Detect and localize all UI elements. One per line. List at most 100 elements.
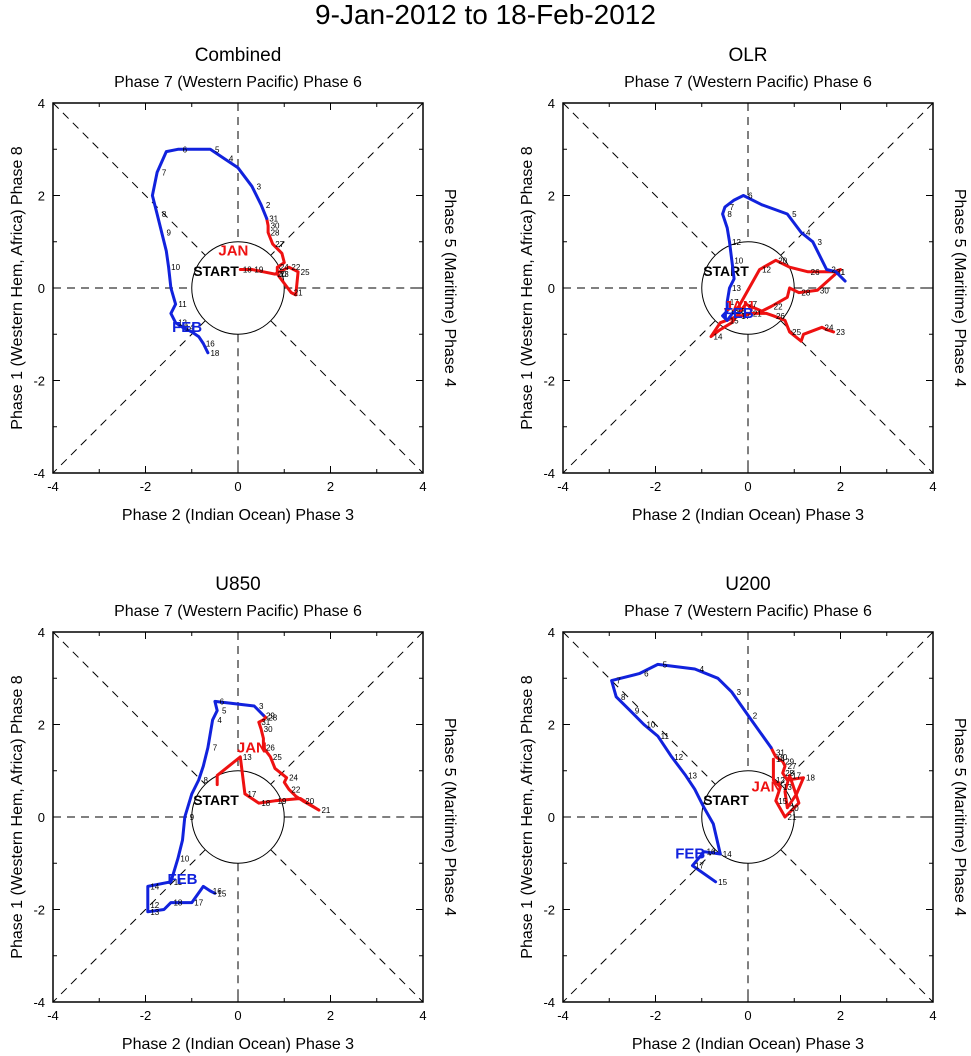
left-axis-label: Phase 1 (Western Hem, Africa) Phase 8	[519, 146, 536, 429]
day-label: 15	[217, 889, 226, 898]
day-label: 18	[243, 266, 252, 275]
month-label-jan: JAN	[751, 779, 781, 796]
start-label: START	[703, 792, 749, 808]
day-label: 29	[785, 758, 794, 767]
day-label: 20	[790, 804, 799, 813]
day-label: 17	[695, 862, 704, 871]
panel-title: U200	[725, 574, 770, 595]
day-label: 23	[280, 270, 289, 279]
chart-panel-1: Combined Phase 7 (Western Pacific) Phase …	[9, 45, 458, 524]
y-tick-label: -4	[33, 995, 45, 1010]
day-label: 4	[229, 155, 234, 164]
day-label: 21	[321, 806, 330, 815]
x-tick-label: -4	[47, 1008, 59, 1023]
day-label: 13	[150, 908, 159, 917]
dashed-diagonal-line	[780, 102, 934, 256]
day-label: 22	[291, 263, 300, 272]
day-label: 8	[162, 210, 167, 219]
panel-title: U850	[215, 574, 260, 595]
panel-title: OLR	[728, 45, 767, 66]
day-label: 18	[261, 799, 270, 808]
month-label-feb: FEB	[675, 846, 705, 863]
day-label: 14	[776, 755, 785, 764]
series-line-feb	[146, 699, 265, 914]
day-label: 14	[714, 333, 723, 342]
day-label: 21	[753, 309, 762, 318]
day-label: 21	[788, 813, 797, 822]
day-label: 13	[783, 783, 792, 792]
x-tick-label: 0	[744, 1008, 751, 1023]
month-label-feb: FEB	[168, 871, 198, 888]
day-label: 14	[723, 850, 732, 859]
day-label: 10	[180, 855, 189, 864]
y-tick-label: -4	[543, 995, 555, 1010]
day-label: 6	[644, 670, 649, 679]
unit-circle	[701, 770, 795, 864]
day-label: 16	[730, 307, 739, 316]
y-tick-label: 0	[38, 810, 45, 825]
day-label: 16	[206, 340, 215, 349]
day-label: 30	[778, 753, 787, 762]
day-label: 19	[278, 797, 287, 806]
dashed-diagonal-line	[780, 320, 934, 474]
day-label: 17	[194, 899, 203, 908]
day-label: 30	[271, 222, 280, 231]
day-label: 2	[753, 711, 758, 720]
day-label: 20	[778, 256, 787, 265]
y-tick-label: 4	[548, 96, 555, 111]
day-label: 3	[259, 702, 264, 711]
day-label: 16	[213, 887, 222, 896]
dashed-diagonal-line	[52, 320, 206, 474]
day-label: 25	[785, 769, 794, 778]
day-label: 12	[732, 238, 741, 247]
x-tick-label: 4	[419, 479, 426, 494]
day-label: 10	[734, 256, 743, 265]
month-label-jan: JAN	[724, 298, 754, 315]
day-label: 9	[166, 229, 171, 238]
dashed-diagonal-line	[562, 320, 716, 474]
day-label: 8	[727, 210, 732, 219]
day-label: 30	[264, 725, 273, 734]
day-label: 26	[776, 312, 785, 321]
dashed-diagonal-line	[52, 631, 206, 785]
x-tick-label: 2	[327, 1008, 334, 1023]
panel-title: Combined	[195, 45, 282, 66]
x-tick-label: -2	[140, 1008, 152, 1023]
day-label: 25	[273, 753, 282, 762]
dashed-diagonal-line	[562, 849, 716, 1003]
day-label: 30	[820, 286, 829, 295]
start-label: START	[703, 263, 749, 279]
unit-circle	[701, 241, 795, 335]
top-axis-label: Phase 7 (Western Pacific) Phase 6	[114, 603, 362, 620]
day-label: 17	[247, 790, 256, 799]
series-line-feb	[721, 194, 847, 322]
y-tick-label: -2	[33, 903, 45, 918]
plot-frame	[52, 102, 424, 474]
day-label: 17	[730, 298, 739, 307]
x-tick-label: 4	[929, 479, 936, 494]
day-label: 4	[806, 229, 811, 238]
day-label: 6	[183, 145, 188, 154]
day-label: 18	[173, 899, 182, 908]
day-label: 31	[836, 268, 845, 277]
right-axis-label: Phase 5 (Maritime) Phase 4	[951, 189, 968, 387]
right-axis-label: Phase 5 (Maritime) Phase 4	[441, 718, 458, 916]
left-axis-label: Phase 1 (Western Hem, Africa) Phase 8	[9, 675, 26, 958]
day-label: 18	[210, 349, 219, 358]
day-label: 24	[289, 774, 298, 783]
right-axis-label: Phase 5 (Maritime) Phase 4	[951, 718, 968, 916]
dashed-diagonal-line	[270, 320, 424, 474]
day-label: 17	[741, 312, 750, 321]
day-label: 25	[301, 268, 310, 277]
day-label: 5	[663, 660, 668, 669]
day-label: 5	[222, 707, 227, 716]
y-tick-label: 4	[38, 96, 45, 111]
day-label: 2	[831, 266, 836, 275]
day-label: 28	[268, 714, 277, 723]
day-label: 27	[788, 762, 797, 771]
x-tick-label: 2	[837, 479, 844, 494]
x-tick-label: 4	[419, 1008, 426, 1023]
day-label: 22	[774, 303, 783, 312]
y-tick-label: 2	[38, 189, 45, 204]
day-label: 2	[266, 201, 271, 210]
